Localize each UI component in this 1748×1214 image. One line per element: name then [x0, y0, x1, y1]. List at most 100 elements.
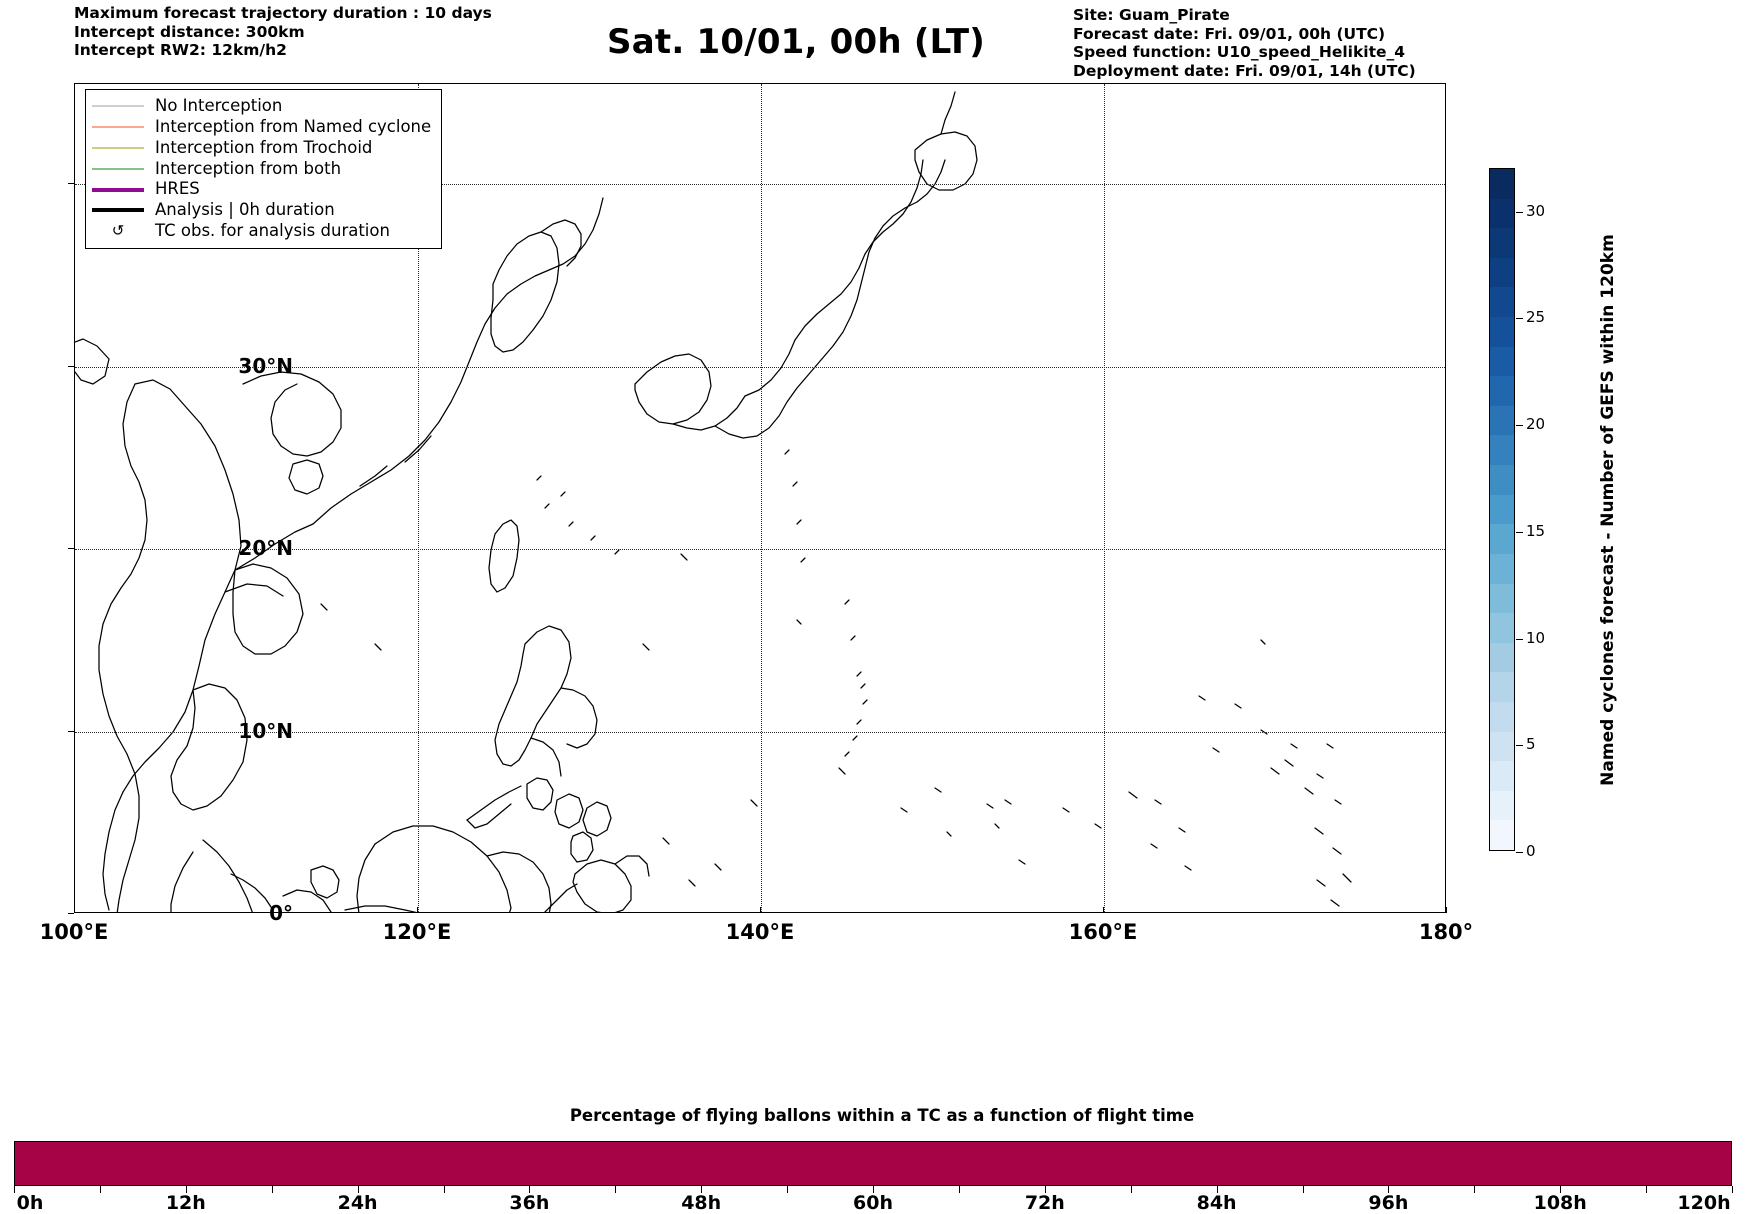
- colorbar-tick-mark: [1516, 211, 1523, 213]
- bottom-chart-tick-label: 12h: [165, 1192, 206, 1214]
- legend-item-no-interception[interactable]: No Interception: [92, 96, 431, 117]
- bottom-chart-tick-mark: [14, 1186, 15, 1193]
- colorbar-segment: [1490, 761, 1514, 791]
- legend-swatch-line-icon: [92, 162, 144, 176]
- map-ytick-mark: [68, 183, 74, 185]
- map-gridline-vertical: [418, 84, 419, 912]
- page-title-text: Sat. 10/01, 00h (LT): [607, 22, 985, 62]
- bottom-chart-tick-mark: [787, 1186, 789, 1193]
- legend-label: Interception from both: [155, 158, 342, 178]
- map-ytick-mark: [68, 730, 74, 732]
- bottom-chart-tick-mark: [1646, 1186, 1648, 1193]
- colorbar-segment: [1490, 701, 1514, 732]
- legend-item-analysis[interactable]: Analysis | 0h duration: [92, 200, 431, 221]
- map-gridline-horizontal: [75, 366, 1445, 368]
- bottom-chart-tick-label: 120h: [1677, 1192, 1731, 1214]
- colorbar-segment: [1490, 168, 1514, 199]
- bottom-chart-plot-area: [14, 1141, 1732, 1186]
- colorbar-tick-label: 0: [1526, 842, 1536, 860]
- bottom-chart-tick-mark: [1044, 1186, 1046, 1193]
- legend-swatch-line-icon: [92, 183, 144, 197]
- colorbar-tick-label: 20: [1526, 415, 1546, 434]
- header-left-line-3: Intercept RW2: 12km/h2: [74, 41, 287, 59]
- bottom-chart-caption-text: Percentage of flying ballons within a TC…: [569, 1106, 1195, 1125]
- colorbar-segment: [1490, 553, 1514, 584]
- map-ytick-label: 0°: [269, 901, 293, 925]
- colorbar-segment: [1490, 346, 1514, 377]
- bottom-chart-tick-label: 108h: [1533, 1192, 1587, 1214]
- bottom-chart-tick-mark: [443, 1186, 445, 1193]
- map-ytick-mark: [68, 365, 74, 367]
- map-xtick-mark: [1103, 907, 1104, 913]
- colorbar-segment: [1490, 287, 1514, 318]
- map-gridline-vertical: [761, 84, 762, 912]
- header-left-info: Maximum forecast trajectory duration : 1…: [74, 4, 492, 60]
- legend-swatch-line-icon: [92, 141, 144, 155]
- legend-item-trochoid[interactable]: Interception from Trochoid: [92, 138, 431, 159]
- map-gridline-horizontal: [75, 549, 1445, 551]
- colorbar-segment: [1490, 435, 1514, 466]
- header-left-line-1: Maximum forecast trajectory duration : 1…: [74, 4, 492, 22]
- header-right-info: Site: Guam_Pirate Forecast date: Fri. 09…: [1073, 6, 1416, 80]
- colorbar-tick-label: 15: [1526, 521, 1546, 540]
- legend-item-both[interactable]: Interception from both: [92, 158, 431, 179]
- legend-label: No Interception: [155, 96, 283, 116]
- colorbar: [1489, 168, 1523, 853]
- legend-label: HRES: [155, 179, 200, 199]
- colorbar-segment: [1490, 465, 1514, 495]
- bottom-chart-tick-label: 60h: [853, 1192, 893, 1214]
- map-xtick-mark: [1446, 907, 1447, 913]
- colorbar-tick-mark: [1516, 638, 1523, 640]
- legend-label: TC obs. for analysis duration: [155, 220, 390, 240]
- colorbar-segment: [1490, 672, 1514, 702]
- bottom-chart-tick-mark: [615, 1186, 617, 1193]
- legend-label: Interception from Trochoid: [155, 137, 373, 157]
- colorbar-segment: [1490, 405, 1514, 436]
- legend-swatch-line-icon: [92, 120, 144, 134]
- legend-swatch-line-icon: [92, 203, 144, 217]
- bottom-chart-tick-mark: [1474, 1186, 1476, 1193]
- bottom-chart-caption: Percentage of flying ballons within a TC…: [0, 1106, 1748, 1125]
- legend-item-named-cyclone[interactable]: Interception from Named cyclone: [92, 117, 431, 138]
- colorbar-segment: [1490, 583, 1514, 614]
- colorbar-segment: [1490, 376, 1514, 406]
- colorbar-tick-mark: [1516, 318, 1523, 320]
- site-line: Site: Guam_Pirate: [1073, 6, 1230, 24]
- legend-swatch-line-icon: [92, 99, 144, 113]
- bottom-chart-tick-mark: [701, 1186, 703, 1193]
- bottom-chart-tick-mark: [958, 1186, 960, 1193]
- header-left-line-2: Intercept distance: 300km: [74, 22, 305, 41]
- colorbar-segment: [1490, 613, 1514, 643]
- cyclone-icon: ↺: [111, 221, 125, 240]
- map-gridline-horizontal: [75, 184, 1445, 186]
- percentage-bar: [15, 1142, 1731, 1185]
- map-gridline-vertical: [1104, 84, 1105, 912]
- bottom-chart-tick-label: 84h: [1196, 1192, 1237, 1214]
- bottom-chart-tick-label: 36h: [509, 1192, 550, 1214]
- forecast-date-line: Forecast date: Fri. 09/01, 00h (UTC): [1073, 24, 1386, 43]
- legend-item-tc-obs[interactable]: ↺ TC obs. for analysis duration: [92, 221, 431, 242]
- colorbar-segment: [1490, 257, 1514, 288]
- map-xtick-label: 120°E: [382, 920, 452, 944]
- colorbar-segment: [1490, 820, 1514, 850]
- legend-label: Analysis | 0h duration: [155, 200, 335, 220]
- legend-item-hres[interactable]: HRES: [92, 179, 431, 200]
- map-ytick-label: 20°N: [238, 536, 293, 561]
- bottom-chart-tick-mark: [1216, 1186, 1218, 1193]
- colorbar-tick-label: 25: [1526, 308, 1546, 327]
- colorbar-title: Named cyclones forecast - Number of GEFS…: [1593, 168, 1623, 851]
- colorbar-segment: [1490, 228, 1514, 258]
- bottom-chart-tick-label: 0h: [16, 1192, 44, 1214]
- bottom-chart-tick-mark: [357, 1186, 359, 1193]
- map-xtick-label: 180°: [1418, 920, 1474, 944]
- coastline-overlay: [75, 91, 1352, 912]
- bottom-chart-tick-mark: [185, 1186, 187, 1193]
- bottom-chart-tick-mark: [271, 1186, 273, 1193]
- bottom-chart-tick-label: 72h: [1024, 1192, 1065, 1214]
- bottom-chart-tick-mark: [1302, 1186, 1304, 1193]
- deployment-date-line: Deployment date: Fri. 09/01, 14h (UTC): [1073, 61, 1416, 80]
- colorbar-segment: [1490, 317, 1514, 347]
- bottom-chart-tick-mark: [529, 1186, 531, 1193]
- colorbar-segment: [1490, 642, 1514, 673]
- bottom-chart-tick-mark: [1732, 1186, 1733, 1193]
